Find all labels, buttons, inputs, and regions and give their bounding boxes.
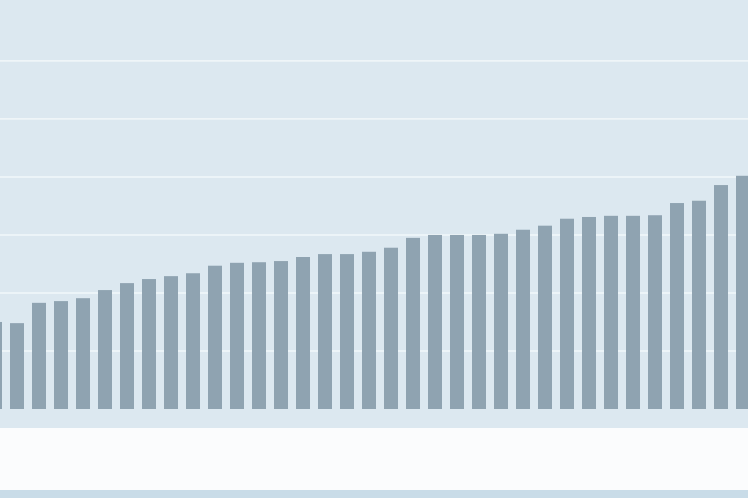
bar [406, 237, 420, 409]
bar [714, 185, 728, 409]
bar [538, 225, 552, 409]
bar [54, 301, 68, 409]
bar [230, 262, 244, 409]
bar [494, 233, 508, 409]
bar [692, 200, 706, 409]
label-strip [0, 428, 748, 490]
bar [582, 216, 596, 409]
bar [76, 298, 90, 409]
bar [472, 234, 486, 409]
bar [340, 254, 354, 409]
bar [626, 215, 640, 409]
bar [384, 247, 398, 409]
bar [274, 261, 288, 409]
bar [296, 257, 310, 409]
bar [450, 234, 464, 409]
bar [164, 276, 178, 409]
bar [10, 323, 24, 409]
bar [318, 254, 332, 409]
bar [32, 302, 46, 409]
bar [142, 279, 156, 409]
bar [186, 273, 200, 409]
bar [670, 203, 684, 409]
bar [362, 251, 376, 409]
bar [736, 175, 748, 409]
bar [120, 283, 134, 409]
bar [516, 229, 530, 409]
bar [560, 218, 574, 409]
bar [648, 215, 662, 409]
bar [428, 234, 442, 409]
bar [0, 321, 2, 409]
bottom-band [0, 490, 748, 498]
bar [208, 265, 222, 409]
bar [98, 290, 112, 409]
bar [252, 262, 266, 409]
bar [604, 215, 618, 409]
